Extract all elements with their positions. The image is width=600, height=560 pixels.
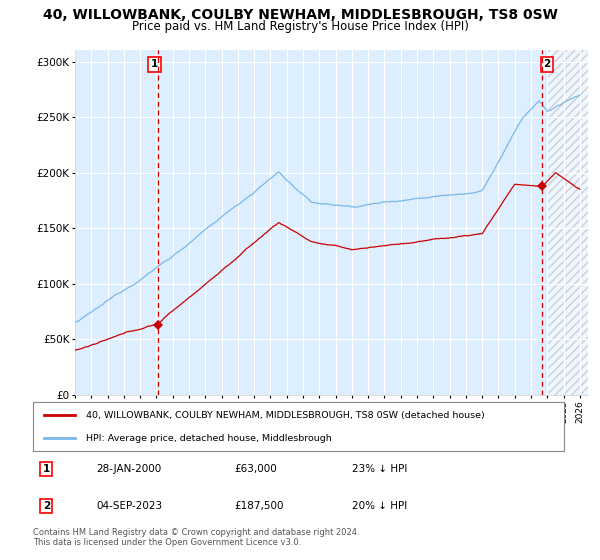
Bar: [547, 50, 588, 395]
Text: 20% ↓ HPI: 20% ↓ HPI: [352, 501, 407, 511]
Text: Contains HM Land Registry data © Crown copyright and database right 2024.
This d: Contains HM Land Registry data © Crown c…: [33, 528, 359, 547]
Text: £63,000: £63,000: [235, 464, 278, 474]
Text: HPI: Average price, detached house, Middlesbrough: HPI: Average price, detached house, Midd…: [86, 434, 332, 443]
Text: 23% ↓ HPI: 23% ↓ HPI: [352, 464, 407, 474]
Text: 04-SEP-2023: 04-SEP-2023: [97, 501, 163, 511]
Text: Price paid vs. HM Land Registry's House Price Index (HPI): Price paid vs. HM Land Registry's House …: [131, 20, 469, 32]
Text: 1: 1: [43, 464, 50, 474]
Text: 40, WILLOWBANK, COULBY NEWHAM, MIDDLESBROUGH, TS8 0SW: 40, WILLOWBANK, COULBY NEWHAM, MIDDLESBR…: [43, 8, 557, 22]
Text: 1: 1: [151, 59, 158, 69]
Text: 28-JAN-2000: 28-JAN-2000: [97, 464, 162, 474]
Text: 2: 2: [543, 59, 550, 69]
Text: £187,500: £187,500: [235, 501, 284, 511]
Text: 40, WILLOWBANK, COULBY NEWHAM, MIDDLESBROUGH, TS8 0SW (detached house): 40, WILLOWBANK, COULBY NEWHAM, MIDDLESBR…: [86, 411, 485, 420]
Text: 2: 2: [43, 501, 50, 511]
